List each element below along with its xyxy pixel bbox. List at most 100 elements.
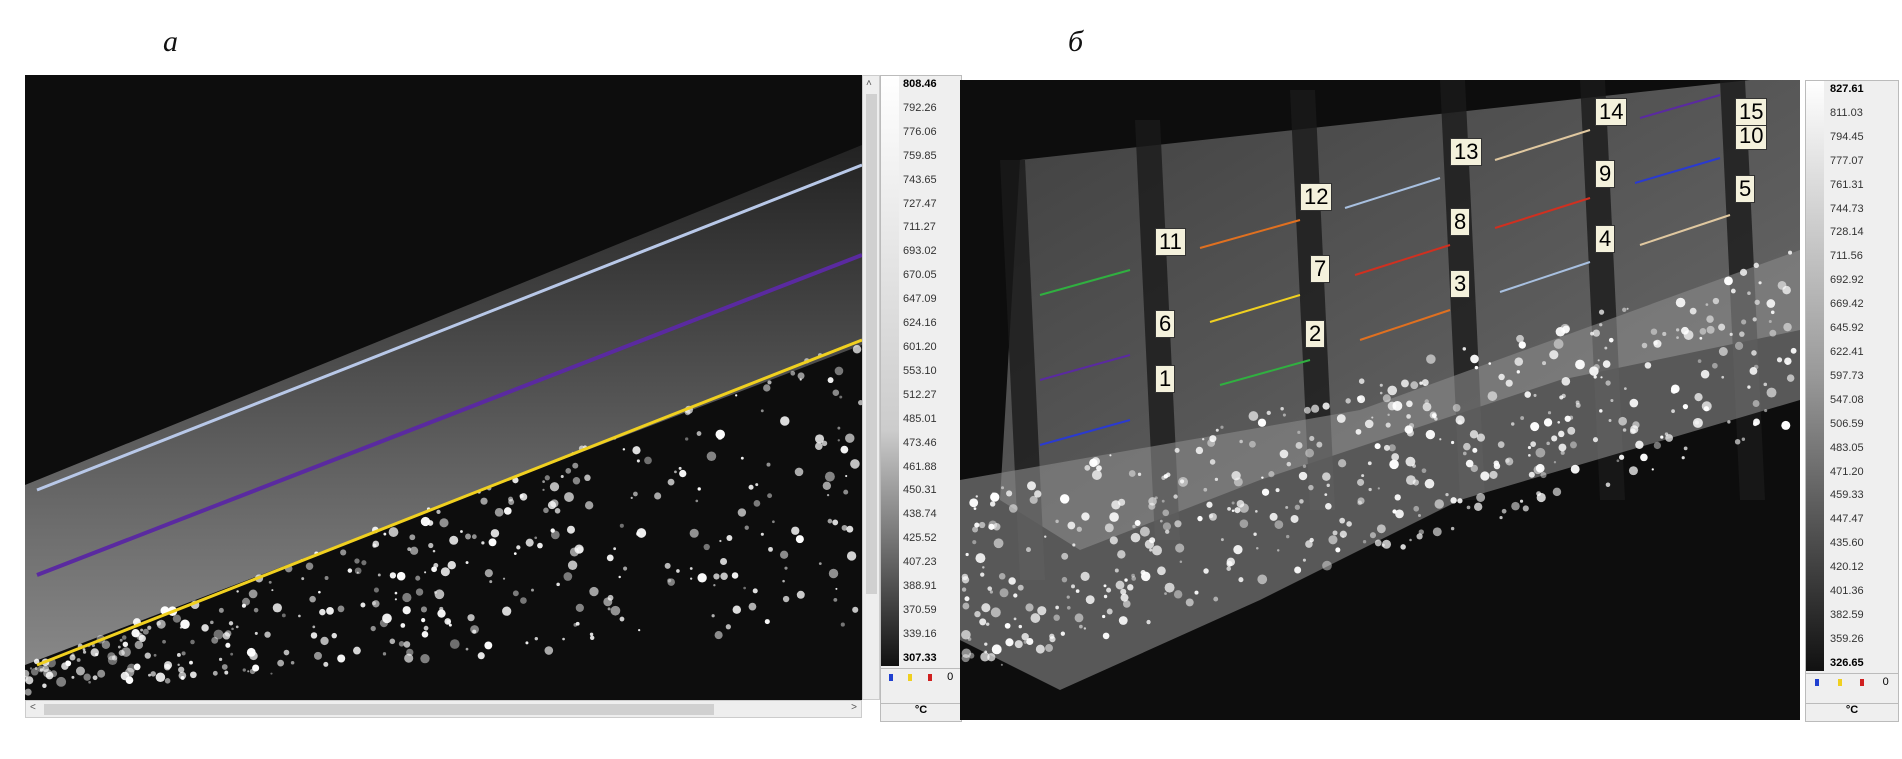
hot-particle bbox=[1425, 429, 1436, 440]
hot-particle bbox=[131, 629, 140, 638]
hot-particle bbox=[340, 549, 347, 556]
hot-particle bbox=[1021, 633, 1029, 641]
scroll-thumb[interactable] bbox=[866, 94, 877, 594]
hot-particle bbox=[815, 434, 825, 444]
hot-particle bbox=[1316, 441, 1323, 448]
hot-particle bbox=[489, 580, 493, 584]
hot-particle bbox=[689, 528, 699, 538]
horizontal-scrollbar[interactable]: < > bbox=[25, 700, 862, 718]
hot-particle bbox=[1721, 375, 1725, 379]
hot-particle bbox=[1146, 619, 1151, 625]
hot-particle bbox=[1701, 401, 1712, 412]
scroll-thumb[interactable] bbox=[44, 704, 714, 715]
hot-particle bbox=[961, 587, 967, 592]
hot-particle bbox=[1552, 487, 1562, 497]
hot-particle bbox=[247, 670, 250, 673]
measurement-line bbox=[1499, 261, 1591, 293]
hot-particle bbox=[1505, 457, 1514, 466]
hot-particle bbox=[402, 592, 412, 603]
hot-particle bbox=[1305, 448, 1315, 458]
hot-particle bbox=[118, 649, 125, 656]
scale-tick: 761.31 bbox=[1830, 178, 1864, 191]
scale-tick: 808.46 bbox=[903, 78, 937, 90]
hot-particle bbox=[420, 653, 430, 664]
hot-particle bbox=[1558, 443, 1567, 452]
hot-particle bbox=[1676, 328, 1680, 332]
hot-particle bbox=[1406, 400, 1413, 408]
scale-tick: 692.92 bbox=[1830, 274, 1864, 287]
hot-particle bbox=[564, 492, 574, 502]
hot-particle bbox=[731, 572, 739, 579]
hot-particle bbox=[1602, 360, 1611, 368]
scroll-right-icon[interactable]: > bbox=[851, 702, 857, 713]
hot-particle bbox=[1102, 614, 1106, 619]
hot-particle bbox=[477, 652, 485, 660]
hot-particle bbox=[1141, 571, 1151, 582]
hot-particle bbox=[1421, 379, 1429, 387]
hot-particle bbox=[140, 628, 144, 632]
hot-particle bbox=[1694, 393, 1703, 402]
hot-particle bbox=[748, 602, 757, 611]
scale-tick: 483.05 bbox=[1830, 441, 1864, 454]
color-scale-a: 808.46 792.26 776.06 759.85 743.65 727.47 711.… bbox=[880, 75, 962, 722]
scale-tick: 792.26 bbox=[903, 101, 937, 114]
hot-particle bbox=[389, 572, 397, 579]
hot-particle bbox=[1382, 539, 1392, 549]
hot-particle bbox=[377, 573, 381, 577]
hot-particle bbox=[1013, 593, 1018, 598]
hot-particle bbox=[610, 605, 621, 616]
hot-particle bbox=[189, 660, 193, 665]
red-marker-icon bbox=[1860, 678, 1865, 686]
hot-particle bbox=[1488, 362, 1492, 365]
hot-particle bbox=[1387, 413, 1390, 417]
hot-particle bbox=[1608, 337, 1614, 343]
hot-particle bbox=[1540, 472, 1547, 479]
vertical-scrollbar[interactable]: ˄ bbox=[862, 75, 880, 700]
hot-particle bbox=[1115, 580, 1125, 590]
hot-particle bbox=[1371, 416, 1374, 419]
hot-particle bbox=[1422, 402, 1432, 412]
hot-particle bbox=[1753, 262, 1759, 269]
hot-particle bbox=[400, 623, 406, 628]
hot-particle bbox=[1718, 347, 1728, 356]
hot-particle bbox=[1597, 359, 1600, 362]
hot-particle bbox=[1209, 459, 1216, 465]
hot-particle bbox=[1769, 329, 1777, 337]
hot-particle bbox=[434, 589, 445, 600]
hot-particle bbox=[1233, 544, 1243, 555]
hot-particle bbox=[65, 660, 71, 666]
point-label-10: 10 bbox=[1735, 122, 1768, 150]
hot-particle bbox=[1004, 622, 1011, 629]
hot-particle bbox=[1072, 543, 1076, 547]
hot-particle bbox=[832, 519, 839, 526]
hot-particle bbox=[1362, 540, 1367, 544]
hot-particle bbox=[969, 498, 979, 508]
hot-particle bbox=[1377, 487, 1380, 490]
hot-particle bbox=[1379, 391, 1383, 395]
scroll-left-icon[interactable]: < bbox=[30, 702, 36, 713]
hot-particle bbox=[1117, 498, 1126, 506]
hot-particle bbox=[989, 590, 993, 594]
hot-particle bbox=[270, 672, 273, 675]
hot-particle bbox=[1476, 493, 1486, 502]
hot-particle bbox=[1014, 640, 1023, 649]
hot-particle bbox=[107, 652, 116, 661]
scroll-up-icon[interactable]: ˄ bbox=[866, 78, 872, 89]
hot-particle bbox=[1549, 350, 1559, 360]
hot-particle bbox=[636, 459, 640, 463]
hot-particle bbox=[138, 634, 146, 642]
hot-particle bbox=[512, 590, 519, 597]
hot-particle bbox=[965, 552, 969, 557]
hot-particle bbox=[1450, 497, 1457, 504]
hot-particle bbox=[1076, 526, 1082, 532]
hot-particle bbox=[1751, 350, 1757, 356]
hot-particle bbox=[1418, 529, 1424, 535]
hot-particle bbox=[1434, 499, 1445, 509]
measurement-line bbox=[1219, 359, 1311, 386]
hot-particle bbox=[1551, 435, 1558, 442]
measurement-line-2 bbox=[36, 253, 862, 577]
hot-particle bbox=[967, 637, 972, 641]
hot-particle bbox=[326, 607, 334, 615]
hot-particle bbox=[1522, 505, 1529, 512]
hot-particle bbox=[1139, 526, 1150, 537]
